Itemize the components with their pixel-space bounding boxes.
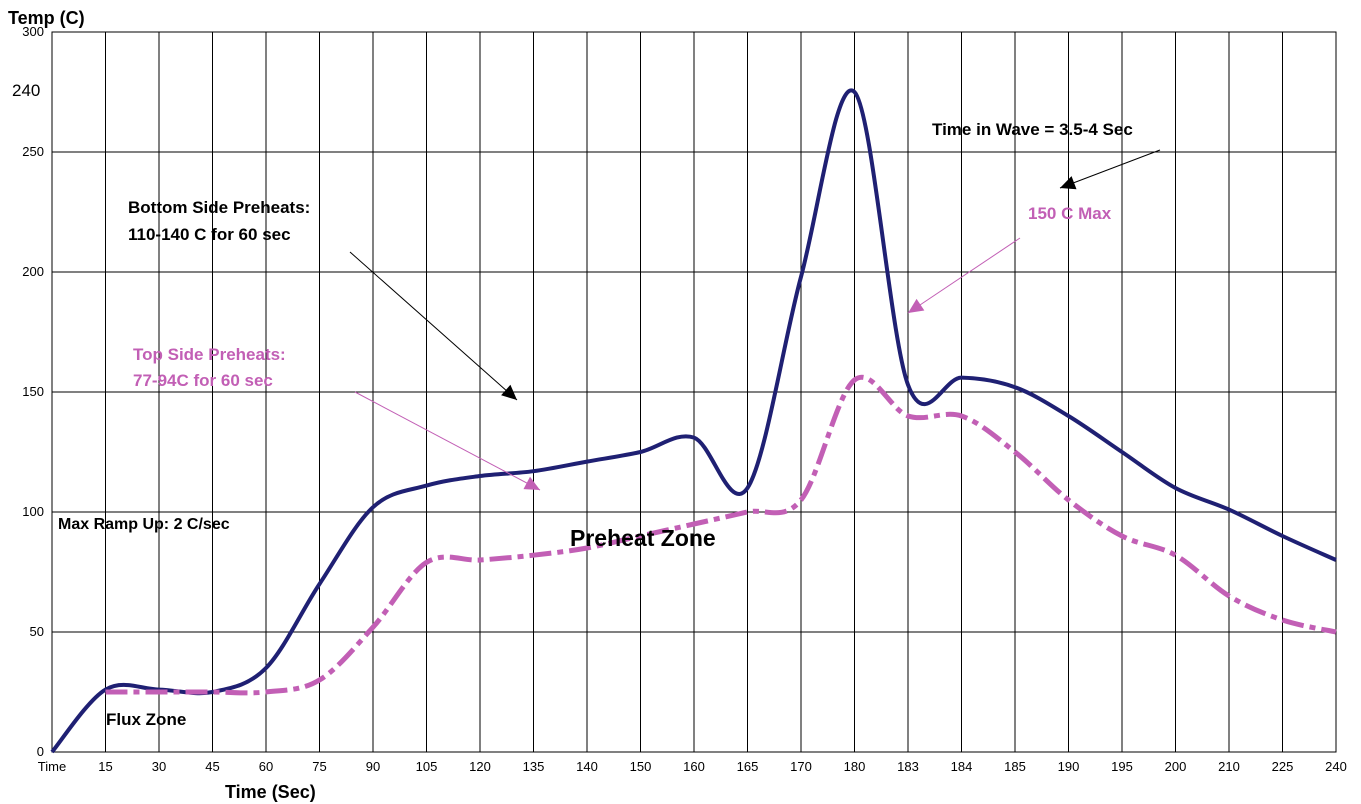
x-tick-label: 120 (469, 759, 491, 774)
x-tick-label: 225 (1272, 759, 1294, 774)
arrow-150c-max-head (908, 298, 925, 313)
x-tick-label: 15 (98, 759, 112, 774)
annotation-bottom: Bottom Side Preheats: (128, 198, 310, 217)
y-tick-label: 200 (22, 264, 44, 279)
x-tick-label: 170 (790, 759, 812, 774)
x-tick-label: 90 (366, 759, 380, 774)
x-tick-label: 195 (1111, 759, 1133, 774)
x-tick-label: 160 (683, 759, 705, 774)
x-tick-label: 184 (951, 759, 973, 774)
y-tick-label: 300 (22, 24, 44, 39)
series-line-top-side (105, 374, 1337, 696)
grid (52, 32, 1336, 752)
x-tick-label: 165 (737, 759, 759, 774)
x-tick-label: 135 (523, 759, 545, 774)
x-tick-label: 60 (259, 759, 273, 774)
x-axis-ticks: Time 15 30 45 60 75 90 105 120 135 140 150 160 165 170… (38, 759, 1347, 774)
arrow-time-in-wave-head (1060, 176, 1077, 190)
x-tick-label: 150 (630, 759, 652, 774)
y-tick-label: 250 (22, 144, 44, 159)
x-tick-label: 180 (844, 759, 866, 774)
annotation-preheat: Preheat Zone (570, 525, 716, 551)
annotation-ramp: Max Ramp Up: 2 C/sec (58, 516, 230, 533)
arrow-top-preheat (354, 391, 541, 491)
series-line-bottom-side (50, 88, 1337, 754)
x-tick-label: 210 (1218, 759, 1240, 774)
annotation-top: Top Side Preheats: (133, 345, 286, 364)
arrow-top-preheat-head (523, 476, 540, 490)
x-tick-label: 45 (205, 759, 219, 774)
x-tick-label: 30 (152, 759, 166, 774)
annotation-top: 77-94C for 60 sec (133, 371, 273, 390)
annotation-wave: Time in Wave = 3.5-4 Sec (932, 120, 1133, 139)
x-tick-label: 105 (416, 759, 438, 774)
x-axis-title: Time (Sec) (225, 782, 316, 802)
y-tick-label: 0 (37, 744, 44, 759)
annotation-bottom: 110-140 C for 60 sec (128, 225, 291, 244)
x-tick-label: 140 (576, 759, 598, 774)
x-tick-label: 75 (312, 759, 326, 774)
x-tick-label: 240 (1325, 759, 1347, 774)
y-axis-ticks: 0 50 100 150 200 250 240 300 (12, 24, 44, 759)
y-axis-title: Temp (C) (8, 8, 85, 28)
y-tick-label: 50 (30, 624, 44, 639)
annotation-arrows (349, 149, 1161, 491)
annotation-flux: Flux Zone (106, 710, 186, 729)
x-tick-label: 190 (1058, 759, 1080, 774)
annotation-max150: 150 C Max (1028, 204, 1112, 223)
arrow-150c-max (907, 237, 1021, 314)
y-tick-label: 240 (12, 81, 40, 100)
arrow-time-in-wave (1059, 149, 1161, 189)
x-tick-label: Time (38, 759, 66, 774)
series-layer (50, 88, 1337, 754)
arrow-bottom-preheat-head (501, 384, 517, 400)
arrow-bottom-preheat (349, 251, 518, 401)
annotations: Time in Wave = 3.5-4 Sec Bottom Side Preh… (58, 120, 1133, 729)
x-tick-label: 183 (897, 759, 919, 774)
y-tick-label: 150 (22, 384, 44, 399)
x-tick-label: 185 (1004, 759, 1026, 774)
x-tick-label: 200 (1165, 759, 1187, 774)
y-tick-label: 100 (22, 504, 44, 519)
